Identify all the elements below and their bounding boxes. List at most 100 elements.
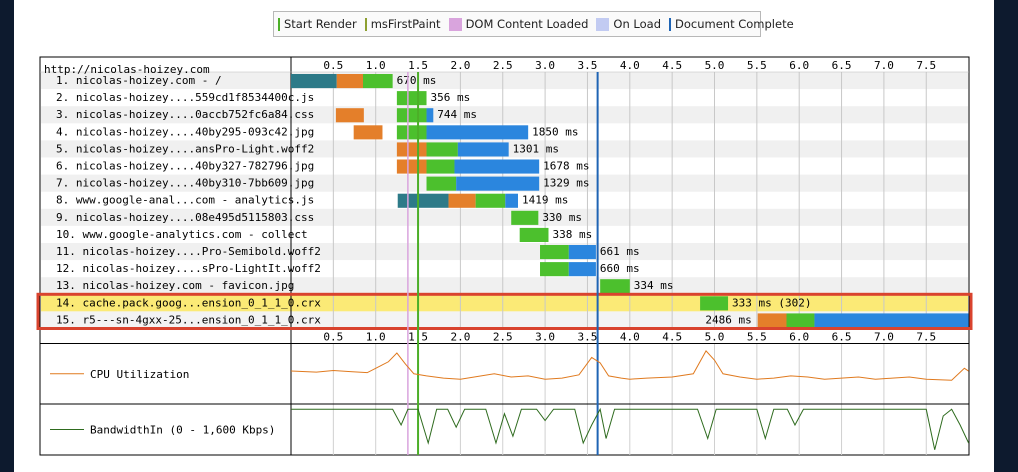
x-tick-label-bottom: 4.5 — [662, 331, 682, 344]
request-bar-ttfb — [540, 245, 569, 260]
request-label: 11. nicolas-hoizey....Pro-Semibold.woff2 — [56, 245, 321, 258]
legend-swatch — [448, 17, 462, 31]
request-label: 10. www.google-analytics.com - collect — [56, 228, 308, 241]
x-tick-label-top: 7.0 — [874, 59, 894, 72]
request-label: 12. nicolas-hoizey....sPro-LightIt.woff2 — [56, 262, 321, 275]
legend-swatch — [669, 17, 671, 31]
request-time: 744 ms — [437, 108, 477, 121]
x-tick-label-top: 1.0 — [366, 59, 386, 72]
x-tick-label-top: 6.5 — [832, 59, 852, 72]
x-tick-label-top: 6.0 — [789, 59, 809, 72]
x-tick-label-bottom: 6.5 — [832, 331, 852, 344]
request-bar-ttfb — [700, 296, 729, 311]
request-time: 333 ms (302) — [732, 296, 811, 309]
legend-swatch — [364, 17, 367, 31]
highlight-row-bg — [41, 294, 968, 312]
row-stripe — [41, 243, 968, 261]
request-bar-connect — [396, 159, 427, 174]
cpu-label: CPU Utilization — [90, 368, 189, 381]
legend-item: On Load — [596, 17, 661, 31]
request-label: 1. nicolas-hoizey.com - / — [56, 74, 222, 87]
request-time: 330 ms — [542, 211, 582, 224]
x-tick-label-top: 5.0 — [705, 59, 725, 72]
x-tick-label-top: 0.5 — [323, 59, 343, 72]
request-bar-ttfb — [426, 176, 457, 191]
request-bar-download — [426, 125, 529, 140]
request-label: 15. r5---sn-4gxx-25...ension_0_1_1_0.crx — [56, 313, 321, 326]
legend-item: DOM Content Loaded — [448, 17, 589, 31]
row-stripe — [41, 106, 968, 124]
request-label: 2. nicolas-hoizey....559cd1f8534400c.js — [56, 91, 314, 104]
request-bar-download — [426, 108, 434, 123]
x-tick-label-bottom: 5.0 — [705, 331, 725, 344]
legend-item: Document Complete — [669, 17, 794, 31]
x-tick-label-bottom: 2.5 — [493, 331, 513, 344]
request-bar-connect — [448, 193, 476, 208]
legend-label: Document Complete — [675, 17, 794, 31]
legend-label: msFirstPaint — [370, 17, 441, 31]
request-bar-download — [457, 142, 509, 157]
x-tick-label-top: 4.0 — [620, 59, 640, 72]
bandwidth-label: BandwidthIn (0 - 1,600 Kbps) — [90, 424, 275, 437]
request-label: 8. www.google-anal...com - analytics.js — [56, 194, 314, 207]
request-bar-download — [456, 176, 540, 191]
x-tick-label-top: 4.5 — [662, 59, 682, 72]
request-time: 356 ms — [431, 91, 471, 104]
x-tick-label-bottom: 7.5 — [916, 331, 936, 344]
legend-swatch — [596, 17, 610, 31]
x-tick-label-top: 1.5 — [408, 59, 428, 72]
request-bar-ttfb — [362, 74, 393, 89]
request-bar-connect — [353, 125, 383, 140]
request-time: 2486 ms — [705, 313, 751, 326]
request-bar-dns — [397, 193, 449, 208]
x-tick-label-bottom: 3.0 — [535, 331, 555, 344]
legend-label: On Load — [613, 17, 661, 31]
highlight-row-bg — [41, 311, 968, 329]
x-tick-label-top: 3.0 — [535, 59, 555, 72]
request-bar-ttfb — [540, 262, 569, 277]
request-label: 4. nicolas-hoizey....40by295-093c42.jpg — [56, 125, 314, 138]
request-bar-ttfb — [426, 142, 458, 157]
request-bar-ttfb — [600, 279, 630, 294]
x-tick-label-bottom: 2.0 — [450, 331, 470, 344]
x-tick-label-bottom: 1.0 — [366, 331, 386, 344]
request-bar-ttfb — [786, 313, 815, 328]
request-bar-ttfb — [396, 91, 427, 106]
x-tick-label-bottom: 4.0 — [620, 331, 640, 344]
request-bar-connect — [335, 108, 364, 123]
row-stripe — [41, 208, 968, 226]
cpu-utilization-line — [290, 350, 969, 381]
x-tick-label-bottom: 6.0 — [789, 331, 809, 344]
highlight-outline — [36, 292, 973, 330]
request-label: 3. nicolas-hoizey....0accb752fc6a84.css — [56, 108, 314, 121]
request-time: 661 ms — [600, 245, 640, 258]
request-bar-ttfb — [396, 125, 427, 140]
waterfall-panel: Start Render msFirstPaint DOM Content Load… — [14, 0, 994, 472]
legend-item: Start Render — [278, 17, 357, 31]
row-stripe — [41, 72, 968, 90]
x-tick-label-bottom: 3.5 — [578, 331, 598, 344]
chart-legend: Start Render msFirstPaint DOM Content Load… — [273, 11, 794, 37]
request-bar-ttfb — [519, 227, 549, 242]
request-bar-ttfb — [511, 210, 539, 225]
x-tick-label-top: 2.5 — [493, 59, 513, 72]
request-time: 338 ms — [552, 228, 592, 241]
x-tick-label-bottom: 5.5 — [747, 331, 767, 344]
legend-swatch — [278, 17, 280, 31]
request-time: 1419 ms — [522, 194, 568, 207]
request-bar-download — [814, 313, 969, 328]
page-url: http://nicolas-hoizey.com — [44, 63, 210, 76]
request-bar-connect — [396, 142, 427, 157]
request-label: 5. nicolas-hoizey....ansPro-Light.woff2 — [56, 142, 314, 155]
x-tick-label-top: 2.0 — [450, 59, 470, 72]
request-label: 9. nicolas-hoizey....08e495d5115803.css — [56, 211, 314, 224]
x-tick-label-top: 5.5 — [747, 59, 767, 72]
request-bar-dns — [291, 74, 337, 89]
request-time: 660 ms — [600, 262, 640, 275]
request-bar-download — [568, 262, 596, 277]
request-bar-download — [568, 245, 596, 260]
request-bar-download — [454, 159, 540, 174]
request-bar-download — [505, 193, 518, 208]
legend-label: DOM Content Loaded — [465, 17, 589, 31]
request-bar-ttfb — [475, 193, 506, 208]
